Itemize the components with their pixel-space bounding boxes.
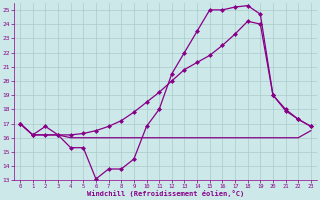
X-axis label: Windchill (Refroidissement éolien,°C): Windchill (Refroidissement éolien,°C) — [87, 190, 244, 197]
